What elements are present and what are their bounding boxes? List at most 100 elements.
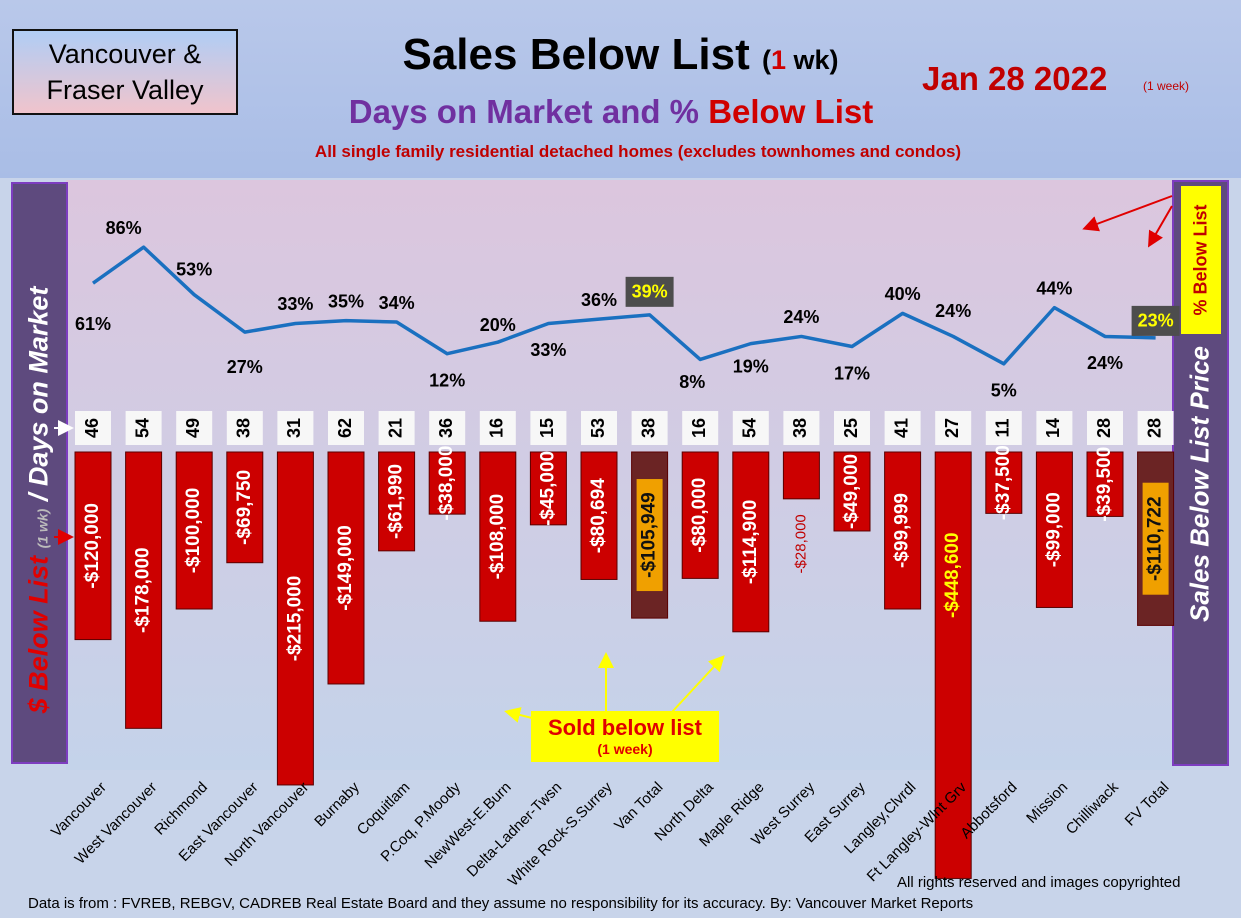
dom-box-15 — [834, 411, 870, 445]
bar-10 — [580, 451, 618, 580]
copyright-note: All rights reserved and images copyright… — [897, 874, 1181, 891]
dom-label-20: 28 — [1094, 418, 1114, 438]
bar-7 — [428, 451, 466, 515]
dom-box-5 — [328, 411, 364, 445]
pct-label-8: 20% — [480, 315, 516, 335]
pct-label-14: 24% — [783, 307, 819, 327]
category-label-19: Mission — [1023, 779, 1071, 827]
dom-label-1: 54 — [132, 418, 152, 438]
pct-label-2: 53% — [176, 259, 212, 279]
bar-value-label-20: -$39,500 — [1094, 447, 1115, 522]
dom-box-2 — [176, 411, 213, 445]
bar-4 — [276, 451, 314, 786]
bar-value-label-1: -$178,000 — [133, 547, 154, 633]
category-label-21: FV Total — [1122, 779, 1173, 830]
pct-label-13: 19% — [733, 356, 769, 376]
pct-label-3: 27% — [227, 357, 263, 377]
dom-label-14: 38 — [790, 418, 810, 438]
dom-label-5: 62 — [335, 418, 355, 438]
dom-label-6: 21 — [385, 418, 405, 438]
pct-label-4: 33% — [277, 294, 313, 314]
dom-box-6 — [378, 411, 415, 445]
bar-value-label-7: -$38,000 — [436, 446, 457, 521]
pct-label-7: 12% — [429, 370, 465, 390]
bar-value-label-21: -$110,722 — [1145, 496, 1166, 581]
category-label-5: Burnaby — [311, 778, 363, 830]
callout-line1: Sold below list — [547, 715, 702, 740]
bar-value-label-4: -$215,000 — [284, 576, 305, 662]
dom-box-7 — [429, 411, 466, 445]
chart-title: Sales Below List (1 wk) — [0, 30, 1241, 80]
title-paren-num: 1 — [770, 45, 786, 75]
dom-label-3: 38 — [234, 418, 254, 438]
bar-8 — [479, 451, 517, 622]
dom-box-21 — [1137, 411, 1174, 445]
dom-box-3 — [226, 411, 263, 445]
dom-box-20 — [1087, 411, 1123, 445]
bar-18 — [985, 451, 1023, 514]
bar-14 — [782, 451, 820, 500]
dom-box-10 — [581, 411, 617, 445]
bar-12 — [681, 451, 719, 579]
source-note: Data is from : FVREB, REBGV, CADREB Real… — [28, 895, 974, 912]
dom-label-0: 46 — [82, 418, 102, 438]
dom-label-13: 54 — [740, 418, 760, 438]
bar-1 — [125, 451, 163, 729]
dom-label-15: 25 — [841, 418, 861, 438]
category-label-9: Delta-Ladner-Twsn — [464, 779, 566, 881]
left-axis-panel — [11, 182, 68, 764]
dom-label-21: 28 — [1144, 418, 1164, 438]
dom-label-9: 15 — [537, 418, 557, 438]
dom-box-13 — [732, 411, 769, 445]
pct-label-11: 39% — [632, 282, 668, 302]
bar-label-bg-11 — [636, 479, 663, 592]
callout-line2: (1 week) — [597, 741, 653, 757]
bar-value-label-10: -$80,694 — [588, 478, 609, 553]
bar-9 — [529, 451, 567, 526]
dom-label-2: 49 — [183, 418, 203, 438]
legend-arrow-2 — [1147, 205, 1173, 248]
pct-label-1: 86% — [106, 218, 142, 238]
bar-16 — [884, 451, 922, 610]
dom-box-1 — [125, 411, 162, 445]
bar-value-label-12: -$80,000 — [689, 478, 710, 553]
dom-label-4: 31 — [284, 418, 304, 438]
dom-label-16: 41 — [891, 418, 911, 438]
report-date: Jan 28 2022 — [922, 60, 1108, 97]
pct-legend-box — [1181, 186, 1221, 334]
dom-label-7: 36 — [436, 418, 456, 438]
bar-3 — [226, 451, 264, 564]
dom-box-0 — [75, 411, 111, 445]
region-line2: Fraser Valley — [46, 75, 204, 105]
title-paren-open: ( — [761, 45, 771, 75]
title-paren: (1 wk) — [762, 45, 839, 75]
bar-value-label-19: -$99,000 — [1043, 492, 1064, 567]
bar-value-label-14: -$28,000 — [792, 514, 809, 573]
dom-box-9 — [530, 411, 567, 445]
pct-label-17: 24% — [935, 301, 971, 321]
dom-label-8: 16 — [487, 418, 507, 438]
dom-box-16 — [884, 411, 921, 445]
bar-value-label-18: -$37,500 — [993, 445, 1014, 520]
region-badge: Vancouver & Fraser Valley — [12, 29, 238, 115]
pct-label-0: 61% — [75, 314, 111, 334]
pct-label-18: 5% — [991, 381, 1017, 401]
dom-label-17: 27 — [942, 418, 962, 438]
pct-label-6: 34% — [379, 293, 415, 313]
dom-box-14 — [783, 411, 820, 445]
bar-6 — [378, 451, 416, 552]
bar-value-label-0: -$120,000 — [82, 503, 103, 589]
chart-subtitle: Days on Market and % Below List — [0, 93, 1222, 131]
bar-20 — [1086, 451, 1124, 517]
pct-label-15: 17% — [834, 363, 870, 383]
pct-label-bg-11 — [625, 276, 674, 307]
dom-label-10: 53 — [588, 418, 608, 438]
pct-label-16: 40% — [885, 284, 921, 304]
bar-15 — [833, 451, 871, 532]
category-label-8: NewWest-E.Burn — [421, 779, 514, 872]
pct-label-21: 23% — [1138, 311, 1174, 331]
title-main: Sales Below List — [402, 30, 762, 79]
bar-0 — [74, 451, 112, 641]
dom-box-18 — [985, 411, 1022, 445]
